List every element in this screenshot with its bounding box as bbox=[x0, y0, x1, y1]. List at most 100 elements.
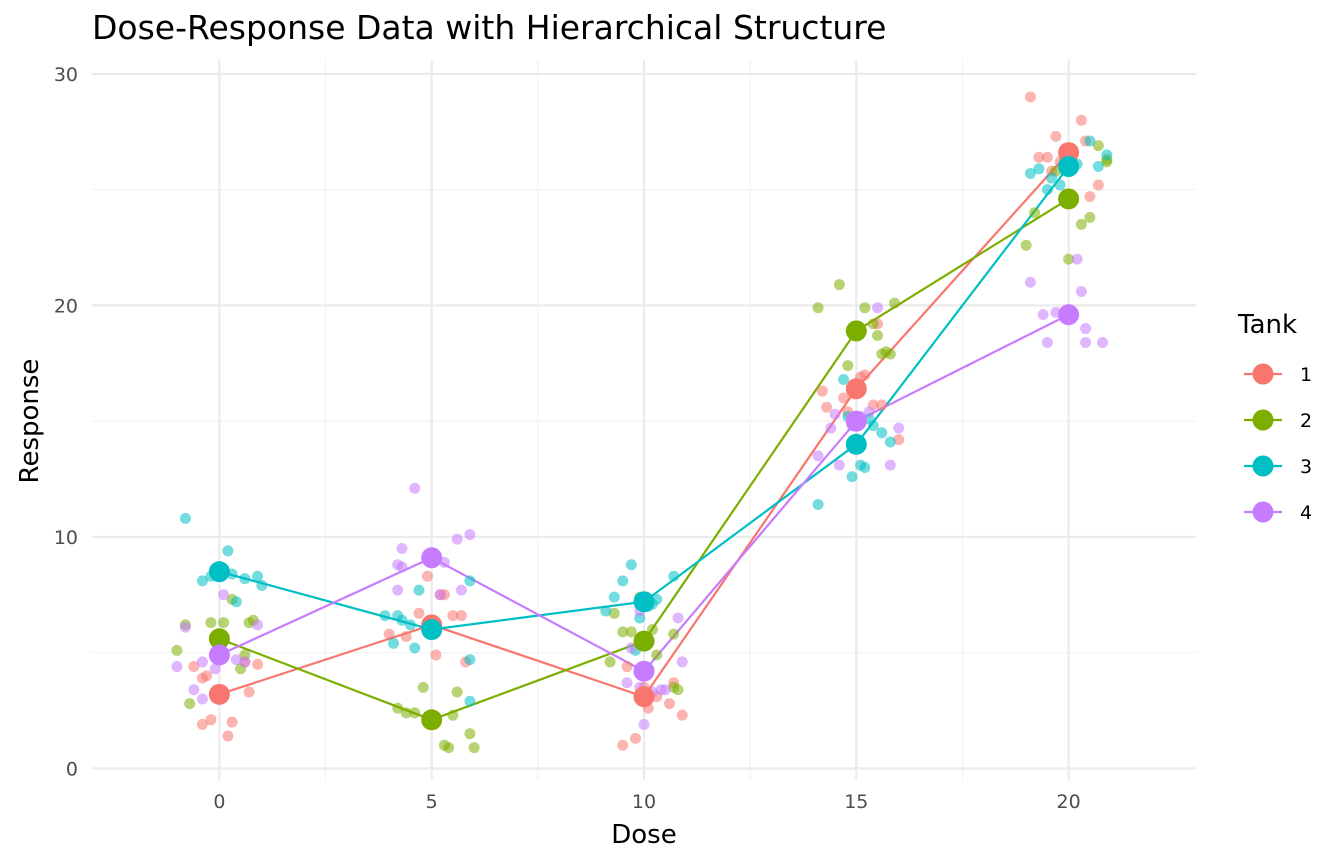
data-point-tank-2 bbox=[464, 728, 476, 740]
data-point-tank-4 bbox=[1037, 309, 1049, 321]
data-point-tank-1 bbox=[676, 709, 688, 721]
y-axis-title: Response bbox=[15, 359, 45, 484]
data-point-tank-3 bbox=[230, 596, 242, 608]
data-point-tank-3 bbox=[404, 619, 416, 631]
mean-point-tank-4 bbox=[421, 547, 443, 569]
tick-labels: 0 5 10 15 20 0 10 20 30 bbox=[54, 64, 1081, 813]
data-point-tank-4 bbox=[252, 619, 264, 631]
data-point-tank-3 bbox=[876, 427, 888, 439]
data-point-tank-2 bbox=[443, 742, 455, 754]
data-point-tank-3 bbox=[1041, 184, 1053, 196]
legend-label: 4 bbox=[1300, 502, 1312, 524]
data-point-tank-2 bbox=[218, 617, 230, 629]
data-point-tank-4 bbox=[218, 589, 230, 601]
mean-point-tank-4 bbox=[633, 660, 655, 682]
mean-point-tank-1 bbox=[845, 378, 867, 400]
mean-point-tank-3 bbox=[633, 591, 655, 613]
data-point-tank-4 bbox=[409, 482, 421, 494]
data-point-tank-1 bbox=[430, 649, 442, 661]
data-point-tank-2 bbox=[625, 626, 637, 638]
data-point-tank-1 bbox=[621, 661, 633, 673]
data-point-tank-2 bbox=[400, 707, 412, 719]
data-point-tank-4 bbox=[625, 642, 637, 654]
data-point-tank-2 bbox=[447, 709, 459, 721]
mean-points bbox=[208, 142, 1080, 731]
data-point-tank-2 bbox=[1075, 218, 1087, 230]
data-point-tank-1 bbox=[821, 401, 833, 413]
data-point-tank-1 bbox=[1075, 114, 1087, 126]
data-point-tank-4 bbox=[655, 684, 667, 696]
data-point-tank-2 bbox=[171, 644, 183, 656]
data-point-tank-3 bbox=[196, 575, 208, 587]
data-point-tank-3 bbox=[846, 471, 858, 483]
data-point-tank-4 bbox=[1097, 336, 1109, 348]
data-point-tank-4 bbox=[676, 656, 688, 668]
data-point-tank-4 bbox=[188, 684, 200, 696]
data-point-tank-3 bbox=[812, 499, 824, 511]
data-point-tank-4 bbox=[392, 584, 404, 596]
data-point-tank-1 bbox=[400, 630, 412, 642]
data-point-tank-2 bbox=[812, 302, 824, 314]
data-point-tank-4 bbox=[1071, 253, 1083, 265]
mean-point-tank-4 bbox=[845, 410, 867, 432]
legend-title: Tank bbox=[1237, 310, 1297, 340]
chart-title: Dose-Response Data with Hierarchical Str… bbox=[92, 8, 887, 47]
data-point-tank-2 bbox=[859, 302, 871, 314]
data-point-tank-1 bbox=[617, 739, 629, 751]
data-point-tank-3 bbox=[464, 654, 476, 666]
jitter-points bbox=[171, 91, 1113, 754]
data-point-tank-2 bbox=[604, 656, 616, 668]
data-point-tank-1 bbox=[447, 610, 459, 622]
data-point-tank-3 bbox=[884, 436, 896, 448]
x-tick-label: 0 bbox=[213, 791, 225, 813]
data-point-tank-3 bbox=[1024, 167, 1036, 179]
mean-point-tank-1 bbox=[633, 686, 655, 708]
data-point-tank-1 bbox=[1050, 130, 1062, 142]
data-point-tank-4 bbox=[825, 422, 837, 434]
y-tick-label: 30 bbox=[54, 64, 78, 86]
data-point-tank-1 bbox=[222, 730, 234, 742]
data-point-tank-2 bbox=[617, 626, 629, 638]
y-tick-label: 0 bbox=[66, 758, 78, 780]
data-point-tank-2 bbox=[668, 628, 680, 640]
data-point-tank-4 bbox=[464, 529, 476, 541]
x-tick-label: 10 bbox=[632, 791, 656, 813]
data-point-tank-4 bbox=[455, 584, 467, 596]
data-point-tank-4 bbox=[812, 450, 824, 462]
data-point-tank-3 bbox=[1054, 179, 1066, 191]
data-point-tank-2 bbox=[842, 360, 854, 372]
data-point-tank-3 bbox=[1092, 160, 1104, 172]
legend: Tank 1 2 3 4 bbox=[1237, 310, 1312, 524]
data-point-tank-2 bbox=[205, 617, 217, 629]
data-point-tank-2 bbox=[646, 624, 658, 636]
data-point-tank-4 bbox=[171, 661, 183, 673]
data-point-tank-1 bbox=[630, 732, 642, 744]
legend-key-point bbox=[1252, 455, 1274, 477]
data-point-tank-3 bbox=[617, 575, 629, 587]
data-point-tank-3 bbox=[464, 575, 476, 587]
data-point-tank-2 bbox=[867, 318, 879, 330]
data-point-tank-3 bbox=[256, 580, 268, 592]
data-point-tank-3 bbox=[1033, 163, 1045, 175]
data-point-tank-3 bbox=[1101, 149, 1113, 161]
data-point-tank-3 bbox=[1046, 172, 1058, 184]
data-point-tank-2 bbox=[184, 698, 196, 710]
data-point-tank-4 bbox=[451, 533, 463, 545]
mean-point-tank-3 bbox=[208, 561, 230, 583]
data-point-tank-4 bbox=[196, 693, 208, 705]
data-point-tank-2 bbox=[884, 348, 896, 360]
mean-point-tank-4 bbox=[1058, 304, 1080, 326]
data-point-tank-4 bbox=[621, 677, 633, 689]
legend-label: 1 bbox=[1300, 364, 1312, 386]
data-point-tank-4 bbox=[1080, 336, 1092, 348]
data-point-tank-2 bbox=[451, 686, 463, 698]
data-point-tank-4 bbox=[829, 408, 841, 420]
mean-point-tank-2 bbox=[421, 709, 443, 731]
data-point-tank-1 bbox=[201, 670, 213, 682]
legend-key-point bbox=[1252, 409, 1274, 431]
data-point-tank-3 bbox=[222, 545, 234, 557]
data-point-tank-4 bbox=[239, 656, 251, 668]
data-point-tank-2 bbox=[1084, 211, 1096, 223]
data-point-tank-1 bbox=[413, 607, 425, 619]
data-point-tank-3 bbox=[179, 512, 191, 524]
